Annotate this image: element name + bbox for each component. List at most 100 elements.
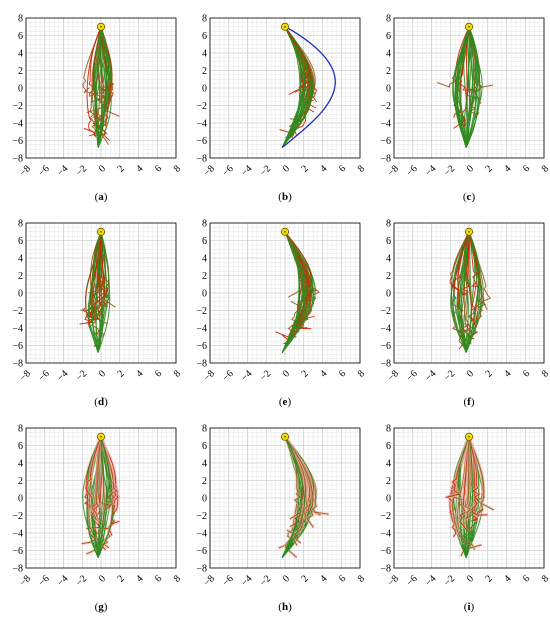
x-tick-label: −8 — [202, 163, 217, 178]
x-tick-label: −6 — [221, 573, 236, 588]
x-tick-label: −6 — [37, 368, 52, 383]
y-tick-label: 0 — [18, 494, 23, 505]
y-tick-label: −8 — [196, 564, 207, 575]
trajectory — [93, 231, 108, 306]
y-tick-label: 0 — [18, 289, 23, 300]
y-tick-label: 8 — [18, 14, 23, 25]
y-tick-label: 0 — [18, 84, 23, 95]
x-tick-label: −2 — [74, 163, 89, 178]
x-tick-label: −8 — [386, 163, 401, 178]
y-tick-label: 0 — [202, 289, 207, 300]
y-tick-label: 4 — [386, 459, 391, 470]
x-tick-label: 8 — [540, 573, 550, 584]
y-tick-label: −8 — [12, 154, 23, 165]
y-tick-label: −2 — [196, 306, 207, 317]
y-tick-label: 2 — [18, 476, 23, 487]
trajectory — [465, 436, 474, 558]
x-tick-label: −6 — [221, 163, 236, 178]
y-tick-label: 8 — [202, 219, 207, 230]
x-tick-label: 0 — [97, 368, 108, 379]
x-tick-label: 0 — [281, 573, 292, 584]
trajectory — [88, 231, 102, 353]
axes-frame — [25, 222, 177, 364]
x-tick-label: −2 — [442, 163, 457, 178]
y-tick-label: −2 — [196, 101, 207, 112]
trajectory — [97, 231, 110, 353]
trajectory — [284, 231, 315, 302]
x-tick-label: 2 — [300, 368, 311, 379]
x-tick-label: −6 — [405, 163, 420, 178]
y-tick-label: −2 — [196, 511, 207, 522]
axes-frame — [25, 17, 177, 159]
trajectory — [92, 26, 108, 121]
trajectory — [79, 231, 102, 325]
y-tick-label: 8 — [18, 424, 23, 435]
y-tick-label: −6 — [196, 341, 207, 352]
y-tick-label: 4 — [386, 49, 391, 60]
y-tick-label: 6 — [18, 31, 23, 42]
x-tick-label: 2 — [116, 368, 127, 379]
y-tick-label: 2 — [386, 271, 391, 282]
y-tick-label: −4 — [12, 119, 23, 130]
x-tick-label: −8 — [386, 368, 401, 383]
y-tick-label: 2 — [202, 476, 207, 487]
y-tick-label: 8 — [386, 424, 391, 435]
trajectory — [284, 26, 313, 89]
x-tick-label: 4 — [318, 368, 329, 379]
x-tick-label: 6 — [521, 368, 532, 379]
x-tick-label: −2 — [258, 573, 273, 588]
y-tick-label: −8 — [12, 359, 23, 370]
trajectory — [463, 26, 470, 148]
y-tick-label: 2 — [386, 476, 391, 487]
x-tick-label: 6 — [521, 573, 532, 584]
y-tick-label: 2 — [18, 66, 23, 77]
trajectory — [468, 231, 479, 287]
start-marker-dot — [468, 25, 470, 28]
trajectory — [465, 26, 471, 148]
x-tick-label: 4 — [502, 573, 513, 584]
y-tick-label: −2 — [380, 306, 391, 317]
y-tick-label: −8 — [380, 154, 391, 165]
trajectory — [281, 26, 313, 148]
y-tick-label: −4 — [196, 119, 207, 130]
x-tick-label: 2 — [484, 163, 495, 174]
y-tick-label: −4 — [196, 529, 207, 540]
trajectory — [281, 436, 305, 558]
trajectory — [97, 436, 105, 558]
y-tick-label: 0 — [386, 289, 391, 300]
trajectory — [97, 26, 108, 148]
x-tick-label: 8 — [356, 368, 367, 379]
x-tick-label: 0 — [465, 573, 476, 584]
y-tick-label: −6 — [380, 546, 391, 557]
x-tick-label: −2 — [74, 573, 89, 588]
y-tick-label: −2 — [380, 511, 391, 522]
trajectories — [445, 436, 495, 558]
y-tick-label: 4 — [202, 459, 207, 470]
y-tick-label: 0 — [386, 494, 391, 505]
y-tick-label: 2 — [18, 271, 23, 282]
trajectory — [281, 231, 304, 353]
x-tick-label: −6 — [37, 573, 52, 588]
x-tick-label: 2 — [300, 163, 311, 174]
trajectory — [281, 436, 303, 558]
start-marker-dot — [284, 25, 286, 28]
trajectory — [467, 231, 477, 328]
x-tick-label: 6 — [521, 163, 532, 174]
x-tick-label: −4 — [55, 368, 70, 383]
x-tick-label: −6 — [37, 163, 52, 178]
x-tick-label: −6 — [405, 368, 420, 383]
x-tick-label: 6 — [337, 368, 348, 379]
trajectory — [457, 26, 470, 148]
x-tick-label: 6 — [337, 163, 348, 174]
x-tick-label: 4 — [318, 163, 329, 174]
y-tick-label: 2 — [202, 271, 207, 282]
x-tick-label: 4 — [134, 163, 145, 174]
y-tick-label: 6 — [202, 31, 207, 42]
trajectories — [275, 231, 320, 353]
trajectory — [465, 231, 482, 353]
y-tick-label: 8 — [386, 14, 391, 25]
y-tick-label: 4 — [18, 49, 23, 60]
trajectory — [281, 231, 314, 353]
